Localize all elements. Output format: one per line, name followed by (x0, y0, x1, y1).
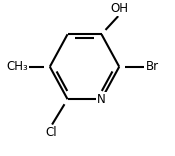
Text: Br: Br (146, 60, 159, 73)
Text: OH: OH (110, 2, 128, 15)
Text: CH₃: CH₃ (6, 60, 28, 73)
Text: Cl: Cl (46, 126, 57, 139)
Text: N: N (97, 93, 106, 106)
